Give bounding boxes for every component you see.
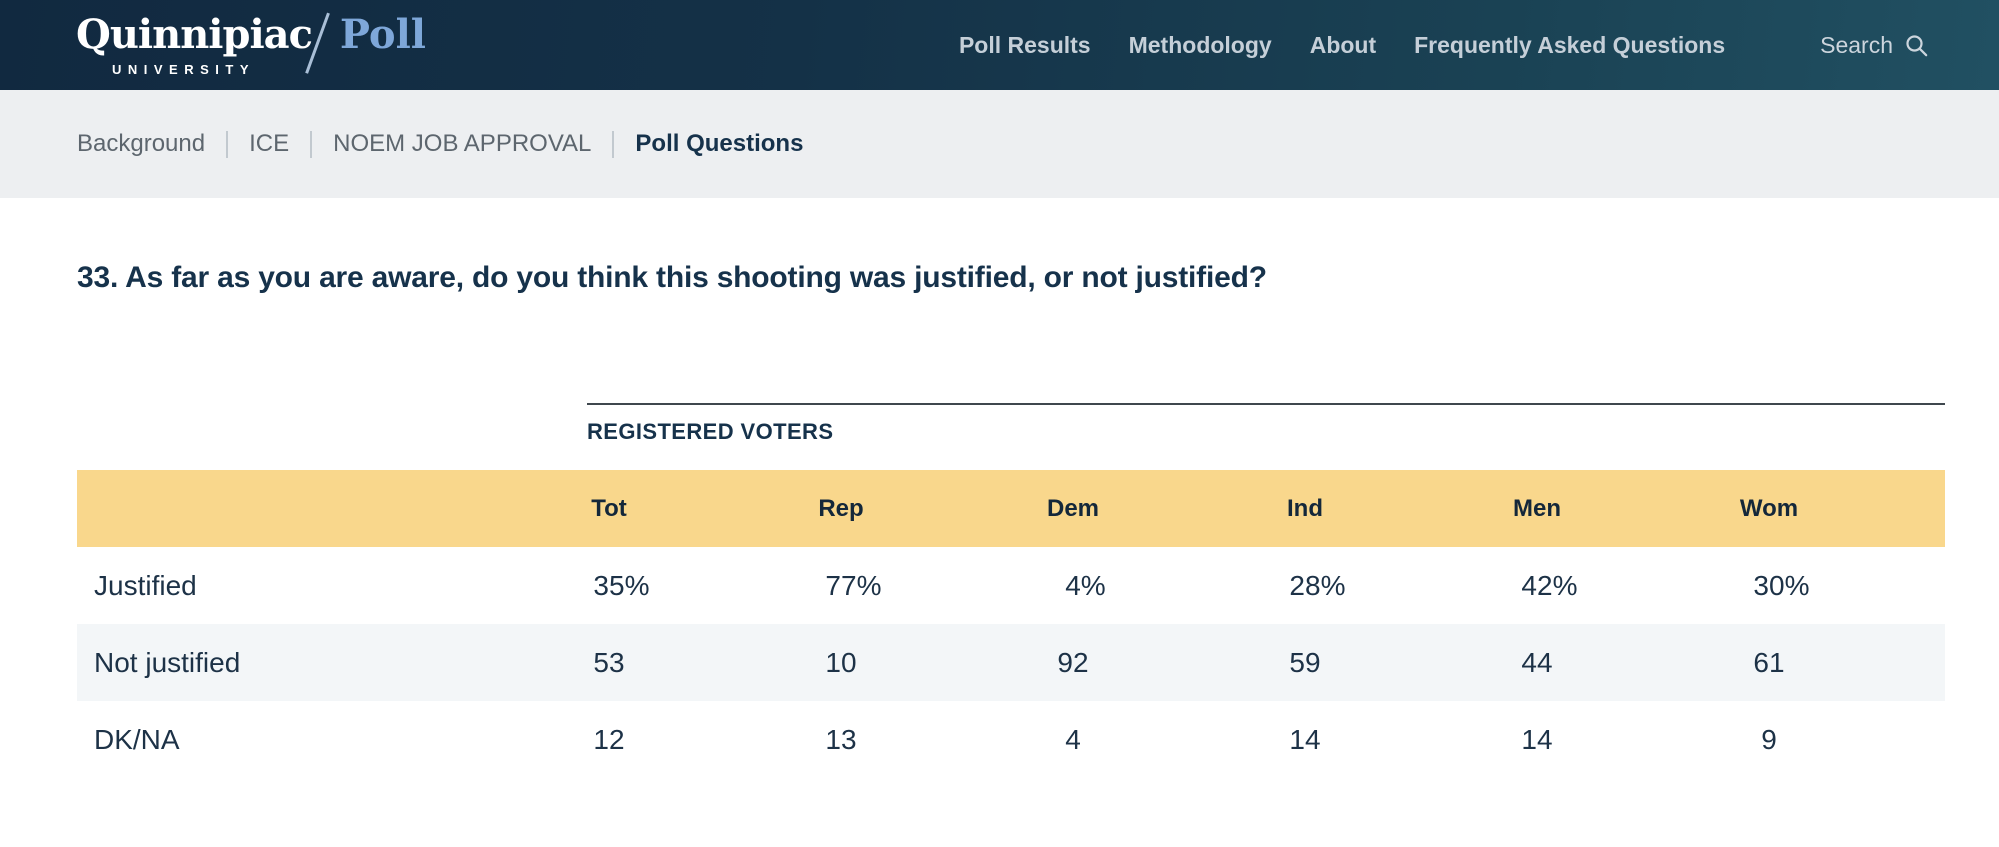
- primary-nav: Poll Results Methodology About Frequentl…: [959, 32, 1725, 59]
- breadcrumb-noem-job-approval[interactable]: NOEM JOB APPROVAL: [333, 130, 592, 157]
- cell-justified-tot: 35%: [493, 547, 725, 624]
- percent-sign: %: [624, 569, 650, 601]
- table-row-dk-na: DK/NA 12 13 4 14 14 9: [77, 701, 1945, 778]
- cell-spacer: [1885, 624, 1945, 701]
- percent-sign: %: [1320, 569, 1346, 601]
- percent-sign: %: [1552, 569, 1578, 601]
- column-header-ind: Ind: [1287, 494, 1323, 522]
- nav-faq[interactable]: Frequently Asked Questions: [1414, 31, 1726, 58]
- search-icon: [1906, 34, 1928, 56]
- cell-justified-ind: 28%: [1189, 547, 1421, 624]
- column-header-tot: Tot: [591, 494, 627, 522]
- breadcrumb-current-poll-questions: Poll Questions: [635, 130, 804, 157]
- quinnipiac-poll-logo[interactable]: Quinnipiac Poll UNIVERSITY: [76, 15, 426, 78]
- poll-question-title: 33. As far as you are aware, do you thin…: [77, 261, 1267, 294]
- cell-value: 12: [593, 723, 625, 755]
- table-header-row: Tot Rep Dem Ind Men Wom: [77, 470, 1945, 547]
- cell-value: 35%: [593, 569, 650, 601]
- breadcrumb: Background ICE NOEM JOB APPROVAL Poll Qu…: [77, 130, 803, 158]
- cell-value: 14: [1521, 723, 1553, 755]
- breadcrumb-separator: [226, 130, 229, 158]
- cell-value: 30%: [1753, 569, 1810, 601]
- cell-dk-na-ind: 14: [1189, 701, 1421, 778]
- logo-slash-icon: [312, 15, 340, 55]
- search-label: Search: [1820, 31, 1893, 58]
- column-header-spacer: [1885, 470, 1945, 547]
- cell-value: 53: [593, 646, 625, 678]
- nav-about[interactable]: About: [1309, 31, 1377, 58]
- cell-value: 4%: [1065, 569, 1106, 601]
- cell-dk-na-dem: 4: [957, 701, 1189, 778]
- main-content: 33. As far as you are aware, do you thin…: [0, 198, 1999, 778]
- breadcrumb-separator: [310, 130, 313, 158]
- cell-spacer: [1885, 701, 1945, 778]
- breadcrumb-bar: Background ICE NOEM JOB APPROVAL Poll Qu…: [0, 90, 1999, 198]
- cell-not-justified-rep: 10: [725, 624, 957, 701]
- breadcrumb-background[interactable]: Background: [77, 130, 206, 157]
- cell-not-justified-men: 44: [1421, 624, 1653, 701]
- row-label-dk-na: DK/NA: [94, 723, 180, 755]
- poll-results-table: Tot Rep Dem Ind Men Wom Justified 35% 77% 4% 28% 4…: [77, 470, 1945, 778]
- percent-sign: %: [1080, 569, 1106, 601]
- percent-sign: %: [856, 569, 882, 601]
- row-label-justified: Justified: [94, 569, 197, 601]
- column-header-dem: Dem: [1046, 494, 1100, 522]
- cell-justified-wom: 30%: [1653, 547, 1885, 624]
- logo-wordmark: Quinnipiac Poll: [76, 15, 426, 55]
- cell-value: 4: [1065, 723, 1081, 755]
- search-button[interactable]: Search: [1820, 32, 1929, 59]
- cell-dk-na-rep: 13: [725, 701, 957, 778]
- nav-poll-results[interactable]: Poll Results: [958, 31, 1091, 58]
- cell-value: 92: [1057, 646, 1089, 678]
- cell-justified-dem: 4%: [957, 547, 1189, 624]
- cell-value: 9: [1761, 723, 1777, 755]
- cell-not-justified-ind: 59: [1189, 624, 1421, 701]
- cell-value: 13: [825, 723, 857, 755]
- nav-methodology[interactable]: Methodology: [1128, 31, 1272, 58]
- cell-value: 28%: [1289, 569, 1346, 601]
- cell-justified-rep: 77%: [725, 547, 957, 624]
- percent-sign: %: [1784, 569, 1810, 601]
- row-label-not-justified: Not justified: [94, 646, 241, 678]
- cell-value: 42%: [1521, 569, 1578, 601]
- cell-value: 61: [1753, 646, 1785, 678]
- logo-university-name: Quinnipiac: [76, 11, 313, 58]
- cell-dk-na-wom: 9: [1653, 701, 1885, 778]
- logo-subtitle: UNIVERSITY: [112, 62, 256, 77]
- breadcrumb-ice[interactable]: ICE: [249, 130, 290, 157]
- column-header-rep: Rep: [818, 494, 864, 522]
- column-header-men: Men: [1513, 494, 1561, 522]
- cell-not-justified-dem: 92: [957, 624, 1189, 701]
- cell-value: 77%: [825, 569, 882, 601]
- cell-dk-na-tot: 12: [493, 701, 725, 778]
- cell-value: 59: [1289, 646, 1321, 678]
- table-row-not-justified: Not justified 53 10 92 59 44 61: [77, 624, 1945, 701]
- cell-value: 10: [825, 646, 857, 678]
- top-navbar: Quinnipiac Poll UNIVERSITY Poll Results …: [0, 0, 1999, 90]
- column-header-empty: [77, 470, 493, 547]
- cell-spacer: [1885, 547, 1945, 624]
- logo-poll-name: Poll: [339, 11, 426, 58]
- breadcrumb-separator: [612, 130, 615, 158]
- table-row-justified: Justified 35% 77% 4% 28% 42% 30%: [77, 547, 1945, 624]
- cell-not-justified-tot: 53: [493, 624, 725, 701]
- column-header-wom: Wom: [1739, 494, 1799, 522]
- registered-voters-heading: REGISTERED VOTERS: [587, 403, 1945, 445]
- cell-justified-men: 42%: [1421, 547, 1653, 624]
- cell-value: 14: [1289, 723, 1321, 755]
- cell-not-justified-wom: 61: [1653, 624, 1885, 701]
- cell-value: 44: [1521, 646, 1553, 678]
- cell-dk-na-men: 14: [1421, 701, 1653, 778]
